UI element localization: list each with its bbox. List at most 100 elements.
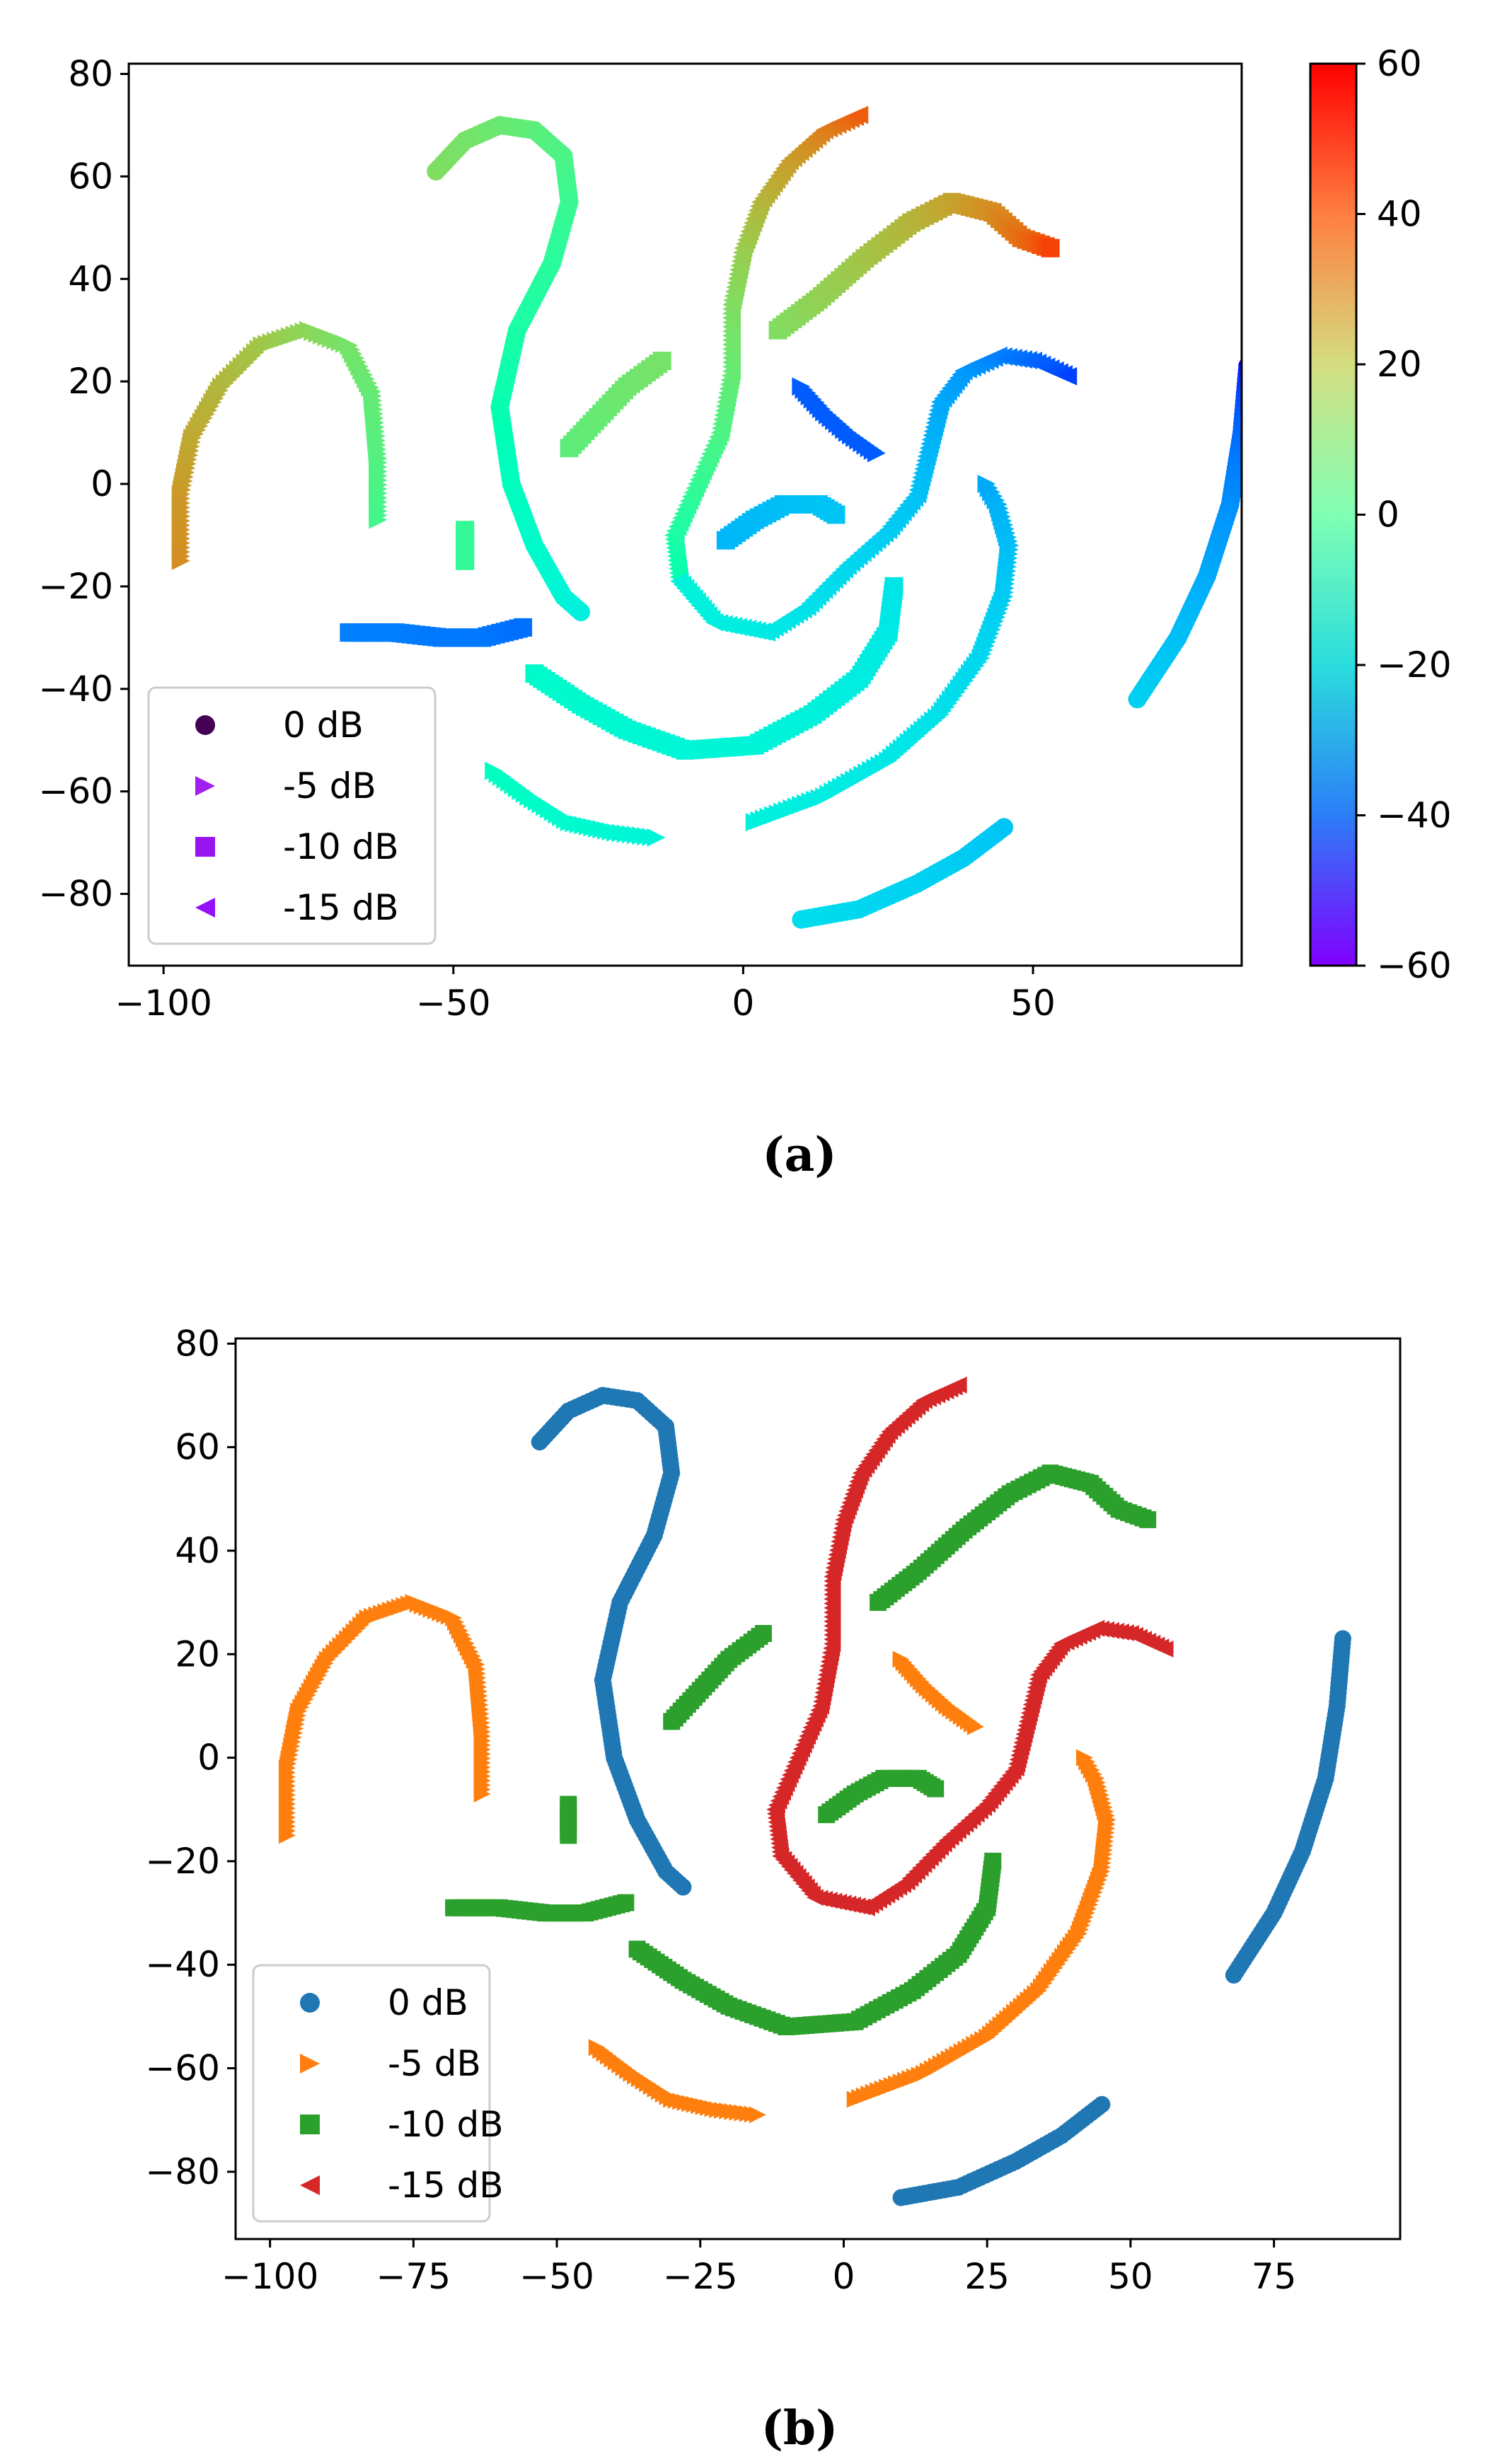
y-tick-label: 40 — [68, 258, 113, 299]
series-curve-minus5dB — [792, 377, 886, 463]
data-point — [867, 444, 886, 463]
data-point — [1139, 1511, 1157, 1529]
series-curve-minus5dB — [588, 2039, 766, 2124]
series-curve-minus15dB — [772, 1619, 1174, 1916]
y-tick-label: 60 — [175, 1427, 220, 1468]
legend-label: -15 dB — [388, 2165, 504, 2206]
data-point — [754, 1625, 772, 1643]
data-point — [1225, 1966, 1242, 1984]
series-curve-0dB — [792, 818, 1014, 929]
data-point — [995, 818, 1014, 837]
y-tick-label: 20 — [68, 361, 113, 402]
colorbar-tick-label: 40 — [1377, 194, 1422, 235]
colorbar: 60 40 20 0 −20 −40 −60 — [1309, 43, 1452, 986]
data-point — [1093, 2095, 1111, 2113]
panel-b: −100 −75 −50 −25 0 25 50 75 80 60 40 20 0 −20 −40 −60 −8… — [145, 1323, 1402, 2456]
data-point — [652, 352, 671, 371]
x-tick-label: 50 — [1108, 2256, 1153, 2297]
y-tick-label: 80 — [68, 53, 113, 94]
data-point — [966, 1718, 984, 1735]
data-point — [674, 1878, 692, 1896]
panel-a-axes-frame — [127, 62, 1243, 967]
colorbar-gradient — [1309, 62, 1358, 967]
panel-a-legend: 0 dB -5 dB -10 dB -15 dB — [147, 686, 437, 945]
y-tick-label: 60 — [68, 156, 113, 197]
data-point — [617, 1894, 635, 1911]
colorbar-tick-label: 20 — [1377, 344, 1422, 385]
panel-b-axes-frame — [234, 1337, 1402, 2240]
series-curve-minus10dB — [340, 618, 533, 647]
data-point — [647, 828, 666, 847]
series-curve-minus10dB — [456, 521, 475, 570]
series-curve-minus10dB — [445, 1894, 635, 1922]
series-curve-0dB — [1225, 1630, 1351, 1984]
legend-label: -10 dB — [283, 826, 399, 867]
x-tick-label: −100 — [221, 2256, 318, 2297]
data-point — [1041, 238, 1060, 258]
caption-b: (b) — [761, 2400, 838, 2456]
x-tick-label: 75 — [1252, 2256, 1297, 2297]
data-point — [473, 1785, 491, 1803]
data-point — [1058, 366, 1078, 386]
data-point — [456, 551, 475, 570]
series-curve-minus5dB — [846, 1749, 1116, 2108]
x-tick-label: −75 — [376, 2256, 451, 2297]
series-curve-minus10dB — [870, 1464, 1157, 1612]
caption-a: (a) — [762, 1127, 836, 1182]
data-point — [369, 510, 388, 529]
colorbar-ticks: 60 40 20 0 −20 −40 −60 — [1356, 43, 1452, 986]
series-curve-minus5dB — [171, 320, 388, 570]
x-tick-label: −50 — [416, 983, 491, 1024]
data-point — [984, 1852, 1002, 1870]
series-curve-0dB — [1128, 359, 1242, 709]
y-tick-label: −20 — [38, 566, 113, 607]
data-point — [949, 1376, 967, 1394]
series-curve-minus10dB — [560, 1795, 577, 1844]
series-curve-minus15dB — [670, 346, 1078, 642]
series-curve-minus10dB — [716, 495, 845, 550]
data-point — [826, 505, 845, 524]
data-point — [1128, 690, 1147, 709]
data-point — [572, 603, 591, 622]
series-curve-minus5dB — [278, 1594, 491, 1844]
series-curve-minus5dB — [892, 1650, 984, 1735]
y-tick-label: −20 — [145, 1841, 220, 1882]
data-point — [514, 618, 533, 637]
legend-label: -5 dB — [283, 765, 376, 806]
series-curve-minus10dB — [768, 192, 1060, 340]
legend-label: 0 dB — [283, 705, 364, 746]
legend-marker — [195, 837, 215, 857]
legend-box — [252, 1964, 491, 2223]
legend-box — [147, 686, 437, 945]
legend-marker — [195, 898, 215, 918]
legend-label: -5 dB — [388, 2043, 481, 2084]
series-curve-0dB — [531, 1387, 692, 1896]
data-point — [1076, 1749, 1094, 1766]
x-tick-label: −50 — [519, 2256, 594, 2297]
data-point — [560, 1827, 577, 1844]
x-tick-label: 0 — [833, 2256, 855, 2297]
series-curve-minus15dB — [766, 1376, 967, 1865]
panel-a-plot-area — [171, 105, 1242, 929]
y-tick-label: 20 — [175, 1633, 220, 1675]
data-point — [1156, 1640, 1174, 1658]
series-curve-minus10dB — [818, 1769, 945, 1824]
legend-marker — [195, 715, 215, 735]
x-tick-label: −100 — [115, 983, 212, 1024]
series-curve-minus5dB — [745, 475, 1020, 832]
y-tick-label: −40 — [145, 1944, 220, 1985]
y-tick-label: −60 — [145, 2048, 220, 2089]
legend-label: -15 dB — [283, 887, 399, 928]
x-tick-label: 50 — [1010, 983, 1056, 1024]
data-point — [927, 1780, 945, 1798]
data-point — [749, 2106, 766, 2124]
legend-marker — [300, 2115, 320, 2134]
y-tick-label: 40 — [175, 1530, 220, 1571]
y-tick-label: −80 — [145, 2151, 220, 2192]
panel-b-plot-area — [278, 1376, 1351, 2206]
legend-label: -10 dB — [388, 2104, 504, 2145]
legend-label: 0 dB — [388, 1982, 468, 2023]
y-tick-label: 0 — [91, 463, 113, 504]
data-point — [977, 475, 996, 494]
